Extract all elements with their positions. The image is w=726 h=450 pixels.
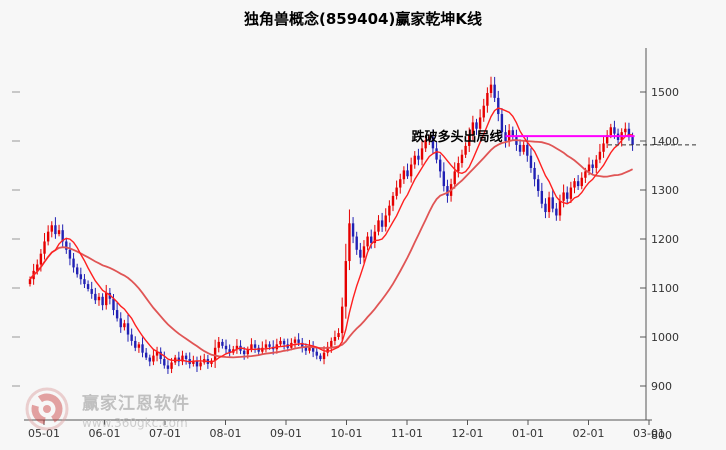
- watermark-text: 赢家江恩软件 www.360gkc.com: [82, 389, 190, 430]
- svg-text:08-01: 08-01: [210, 427, 242, 440]
- svg-text:07-01: 07-01: [149, 427, 181, 440]
- ma-fast-line: [29, 107, 633, 363]
- svg-text:1500: 1500: [651, 86, 679, 99]
- axes: 1500 1400 1300 1200 1100 1000 900 800 05-01 06-01…: [12, 48, 679, 442]
- svg-text:05-01: 05-01: [28, 427, 60, 440]
- svg-text:11-01: 11-01: [391, 427, 423, 440]
- svg-text:02-01: 02-01: [573, 427, 605, 440]
- ma-lines: [29, 107, 633, 363]
- svg-text:800: 800: [651, 429, 672, 442]
- svg-text:01-01: 01-01: [512, 427, 544, 440]
- watermark: 赢家江恩软件 www.360gkc.com: [24, 386, 190, 432]
- watermark-brand: 赢家江恩软件: [82, 393, 190, 414]
- winner-logo-icon: [25, 387, 69, 431]
- exit-line-label: 跌破多头出局线: [411, 130, 503, 146]
- svg-text:900: 900: [651, 380, 672, 393]
- ma-slow-line: [29, 139, 633, 359]
- svg-text:06-01: 06-01: [89, 427, 121, 440]
- svg-text:1400: 1400: [651, 135, 679, 148]
- svg-text:10-01: 10-01: [331, 427, 363, 440]
- watermark-url: www.360gkc.com: [82, 415, 188, 430]
- chart-title: 独角兽概念(859404)赢家乾坤K线: [244, 10, 482, 28]
- svg-text:1300: 1300: [651, 184, 679, 197]
- candles-layer: [28, 76, 634, 374]
- svg-text:03-01: 03-01: [633, 427, 665, 440]
- svg-text:09-01: 09-01: [270, 427, 302, 440]
- svg-text:1100: 1100: [651, 282, 679, 295]
- svg-text:1000: 1000: [651, 331, 679, 344]
- svg-text:1200: 1200: [651, 233, 679, 246]
- svg-text:12-01: 12-01: [452, 427, 484, 440]
